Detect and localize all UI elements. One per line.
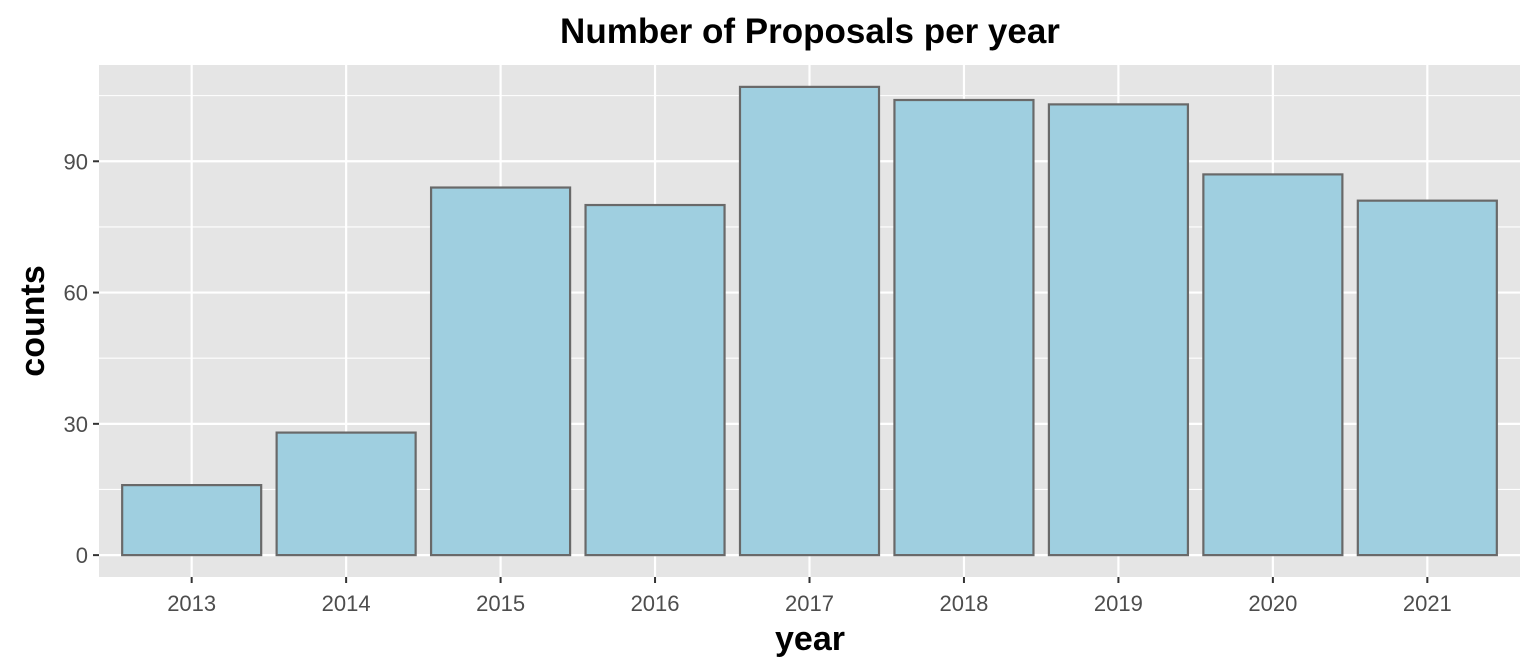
x-tick-label: 2015 [476, 591, 525, 616]
bar-2019 [1047, 103, 1190, 557]
bar-2016 [584, 203, 726, 557]
bar-2018 [893, 98, 1035, 557]
y-tick-label: 30 [64, 412, 88, 437]
chart-title: Number of Proposals per year [560, 12, 1060, 51]
x-tick-label: 2020 [1248, 591, 1297, 616]
bar-2017 [738, 85, 881, 557]
x-tick-label: 2021 [1403, 591, 1452, 616]
bar-2014 [275, 431, 417, 557]
x-tick-label: 2013 [167, 591, 216, 616]
y-axis-title: counts [14, 265, 52, 376]
bar-2020 [1202, 173, 1344, 557]
bar-2021 [1356, 199, 1498, 557]
x-tick-label: 2017 [785, 591, 834, 616]
x-axis-title: year [775, 620, 845, 658]
bars [121, 85, 1498, 557]
x-tick-label: 2014 [322, 591, 371, 616]
x-tick-label: 2016 [631, 591, 680, 616]
y-tick-label: 90 [64, 149, 88, 174]
bar-2013 [121, 484, 263, 557]
bar-2015 [429, 186, 572, 557]
x-axis-ticks: 2013 2014 2015 2016 2017 2018 2019 2020 2021 [167, 577, 1452, 616]
y-tick-label: 0 [76, 543, 88, 568]
y-tick-label: 60 [64, 281, 88, 306]
y-axis-ticks: 0 30 60 90 [64, 149, 99, 568]
x-tick-label: 2019 [1094, 591, 1143, 616]
x-tick-label: 2018 [939, 591, 988, 616]
